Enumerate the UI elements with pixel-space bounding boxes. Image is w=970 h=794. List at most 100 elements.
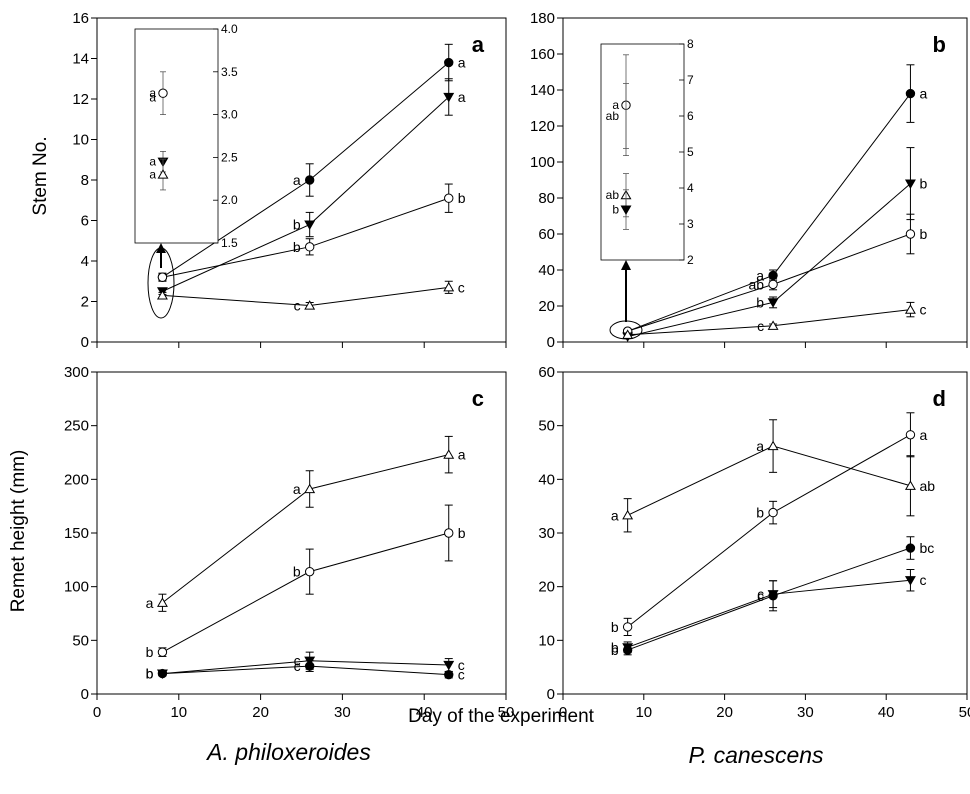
inset-point-a xyxy=(157,169,169,179)
y-tick-label-d: 60 xyxy=(538,364,555,381)
significance-letter-c: b xyxy=(146,666,154,682)
x-tick-label-d: 40 xyxy=(878,704,895,721)
data-point-c xyxy=(304,483,316,494)
significance-letter-c: a xyxy=(458,447,466,463)
inset-point-a xyxy=(158,88,168,98)
significance-letter-c: c xyxy=(294,653,301,669)
significance-letter-c: b xyxy=(458,525,466,541)
y-tick-label-a: 4 xyxy=(81,253,89,270)
y-tick-label-a: 16 xyxy=(72,10,89,27)
inset-y-tick-label-b: 5 xyxy=(687,145,694,159)
y-tick-label-c: 50 xyxy=(72,632,89,649)
significance-letter-a: a xyxy=(458,89,466,105)
y-tick-label-c: 300 xyxy=(64,364,89,381)
panel-d: 010203040506001020304050daaabbbabcbcbcc xyxy=(538,364,970,721)
inset-letter-b: b xyxy=(612,203,619,217)
x-tick-label-c: 20 xyxy=(252,704,269,721)
significance-letter-a: b xyxy=(458,190,466,206)
y-tick-label-c: 100 xyxy=(64,579,89,596)
significance-letter-d: c xyxy=(757,586,764,602)
significance-letter-c: b xyxy=(146,644,154,660)
y-tick-label-b: 40 xyxy=(538,262,555,279)
significance-letter-d: b xyxy=(756,505,764,521)
data-point-a xyxy=(157,272,168,282)
x-tick-label-c: 30 xyxy=(334,704,351,721)
inset-letter-a: a xyxy=(149,90,156,104)
data-point-c xyxy=(156,597,168,607)
inset-arrow-head-b xyxy=(621,260,631,270)
x-tick-label-d: 10 xyxy=(635,704,652,721)
data-point-b xyxy=(767,320,779,330)
series-line-c xyxy=(162,454,449,604)
data-point-a xyxy=(304,175,315,185)
x-tick-label-d: 30 xyxy=(797,704,814,721)
data-point-d xyxy=(767,590,779,600)
significance-letter-b: a xyxy=(919,86,927,102)
data-point-b xyxy=(768,279,778,290)
data-point-d xyxy=(904,576,916,586)
significance-letter-c: c xyxy=(458,657,465,673)
inset-y-tick-label-a: 2.0 xyxy=(221,193,238,207)
data-point-c xyxy=(157,668,168,679)
data-point-d xyxy=(904,480,916,490)
significance-letter-b: a xyxy=(756,267,764,283)
x-tick-label-d: 50 xyxy=(959,704,970,721)
inset-y-tick-label-b: 2 xyxy=(687,253,694,267)
inset-letter-b: a xyxy=(612,98,619,112)
y-tick-label-a: 10 xyxy=(72,132,89,149)
data-point-c xyxy=(443,449,455,459)
x-tick-label-c: 50 xyxy=(498,704,515,721)
significance-letter-a: b xyxy=(293,239,301,255)
data-point-a xyxy=(304,300,316,310)
data-point-a xyxy=(443,281,455,292)
inset-arrow-head-a xyxy=(156,243,166,253)
y-tick-label-a: 6 xyxy=(81,213,89,230)
y-tick-label-b: 160 xyxy=(530,46,555,63)
series-line-d xyxy=(627,445,911,516)
panel-frame-b xyxy=(562,17,968,343)
data-point-d xyxy=(622,509,634,520)
data-point-a xyxy=(156,290,168,300)
data-point-b xyxy=(905,88,916,99)
inset-y-tick-label-a: 2.5 xyxy=(221,150,238,164)
significance-letter-d: a xyxy=(919,427,927,443)
significance-letter-c: a xyxy=(293,481,301,497)
data-point-b xyxy=(768,270,778,281)
y-tick-label-c: 0 xyxy=(81,686,89,703)
panel-letter-c: c xyxy=(472,386,484,411)
data-point-b xyxy=(622,329,634,339)
inset-y-tick-label-a: 4.0 xyxy=(221,22,238,36)
data-point-d xyxy=(622,622,633,632)
y-tick-label-b: 0 xyxy=(547,334,555,351)
y-tick-label-c: 250 xyxy=(64,418,89,435)
data-point-a xyxy=(444,57,454,68)
data-point-d xyxy=(767,440,779,451)
y-tick-label-a: 2 xyxy=(81,294,89,311)
data-point-a xyxy=(444,193,454,203)
panel-letter-a: a xyxy=(472,32,485,57)
y-tick-label-d: 0 xyxy=(547,686,555,703)
y-tick-label-b: 80 xyxy=(538,190,555,207)
y-tick-label-d: 20 xyxy=(538,579,555,596)
panel-frame-d xyxy=(562,371,968,695)
inset-frame-b xyxy=(600,43,685,261)
significance-letter-c: b xyxy=(293,564,301,580)
inset-y-tick-label-b: 8 xyxy=(687,37,694,51)
y-axis-label-bottom: Remet height (mm) xyxy=(8,450,29,613)
inset-frame-a xyxy=(134,28,219,244)
series-line-b xyxy=(627,309,911,336)
inset-letter-b: ab xyxy=(606,109,620,123)
y-tick-label-d: 30 xyxy=(538,525,555,542)
inset-letter-a: a xyxy=(149,86,156,100)
significance-letter-a: c xyxy=(294,298,301,314)
y-tick-label-d: 50 xyxy=(538,418,555,435)
y-tick-label-b: 60 xyxy=(538,226,555,243)
significance-letter-a: a xyxy=(293,172,301,188)
series-line-c xyxy=(162,532,449,653)
inset-letter-b: ab xyxy=(606,188,620,202)
inset-y-tick-label-a: 3.5 xyxy=(221,65,238,79)
significance-letter-c: c xyxy=(458,667,465,683)
